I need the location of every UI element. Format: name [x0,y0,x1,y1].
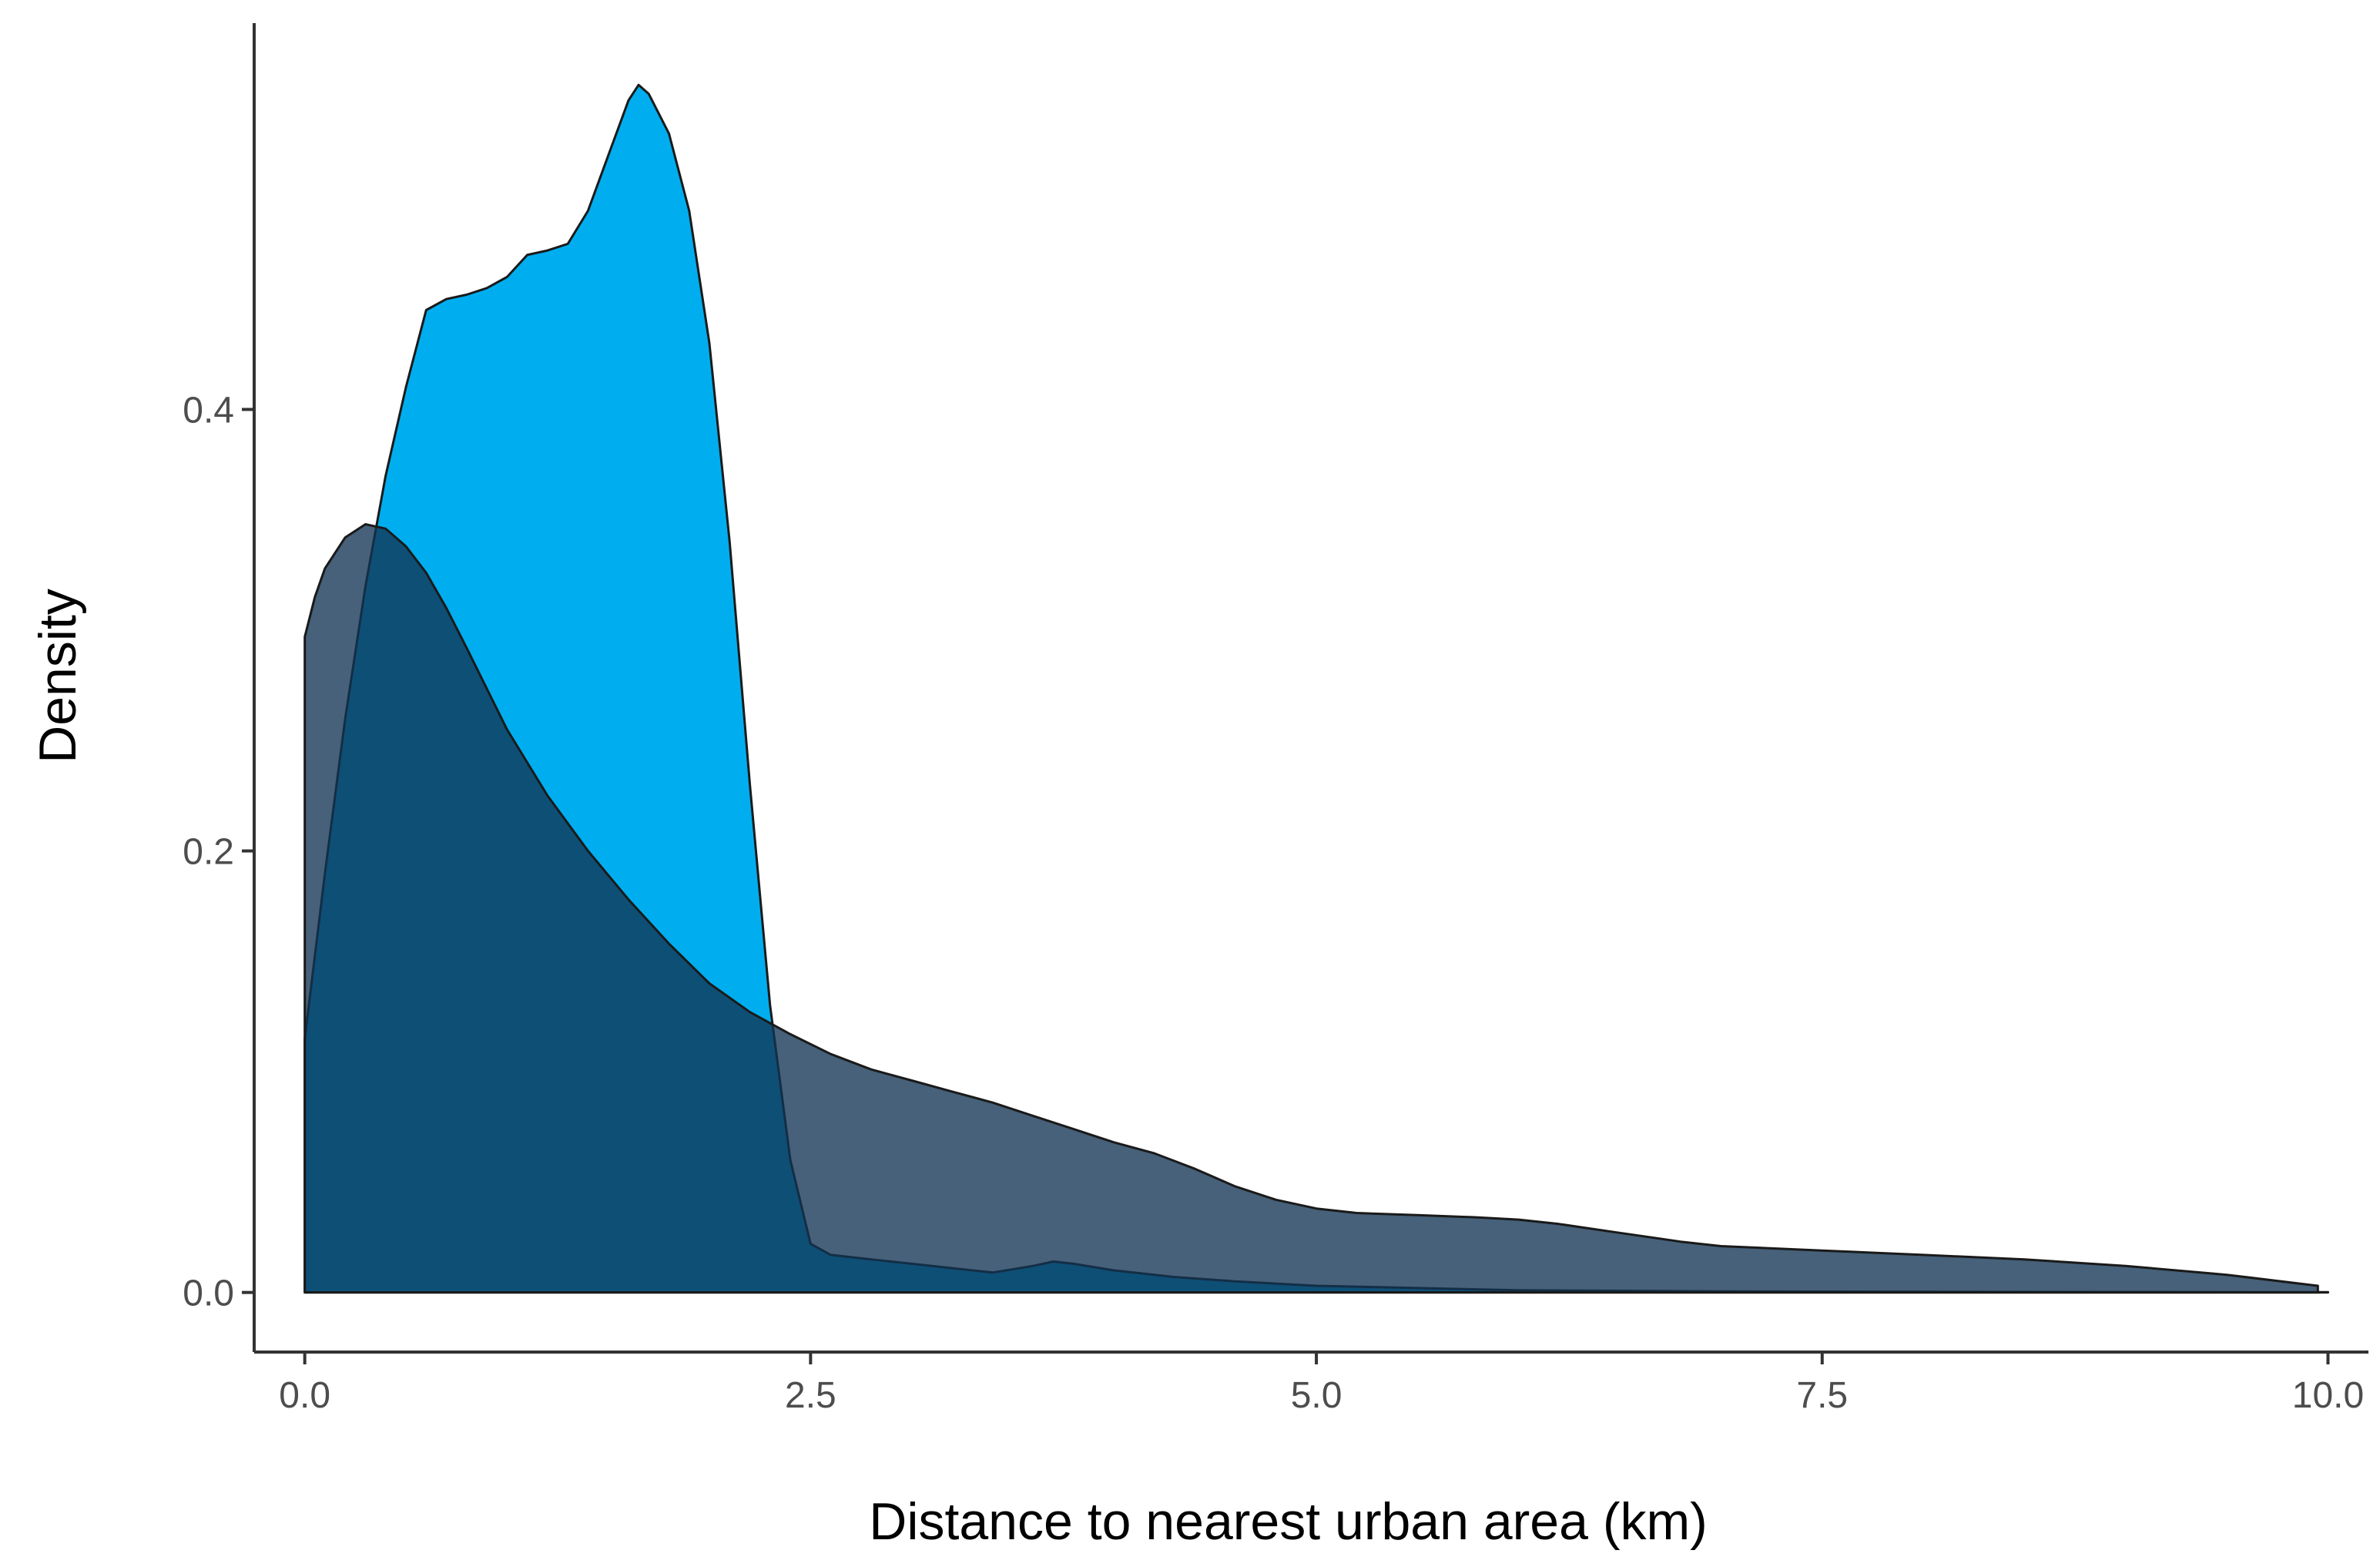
x-tick-label: 7.5 [1796,1375,1848,1416]
y-tick-label: 0.4 [183,390,234,431]
density-areas [303,83,2329,1294]
y-tick-label: 0.0 [183,1273,234,1314]
x-tick-label: 0.0 [279,1375,330,1416]
x-tick-label: 5.0 [1291,1375,1343,1416]
density-area-2 [303,523,2319,1294]
y-axis-title: Density [28,589,87,763]
x-axis-ticks: 0.0 2.5 5.0 7.5 10.0 [279,1352,2364,1416]
y-tick-label: 0.2 [183,832,234,873]
x-tick-label: 10.0 [2292,1375,2364,1416]
x-tick-label: 2.5 [785,1375,836,1416]
x-axis-title: Distance to nearest urban area (km) [869,1492,1708,1551]
y-axis-ticks: 0.0 0.2 0.4 [183,390,254,1314]
